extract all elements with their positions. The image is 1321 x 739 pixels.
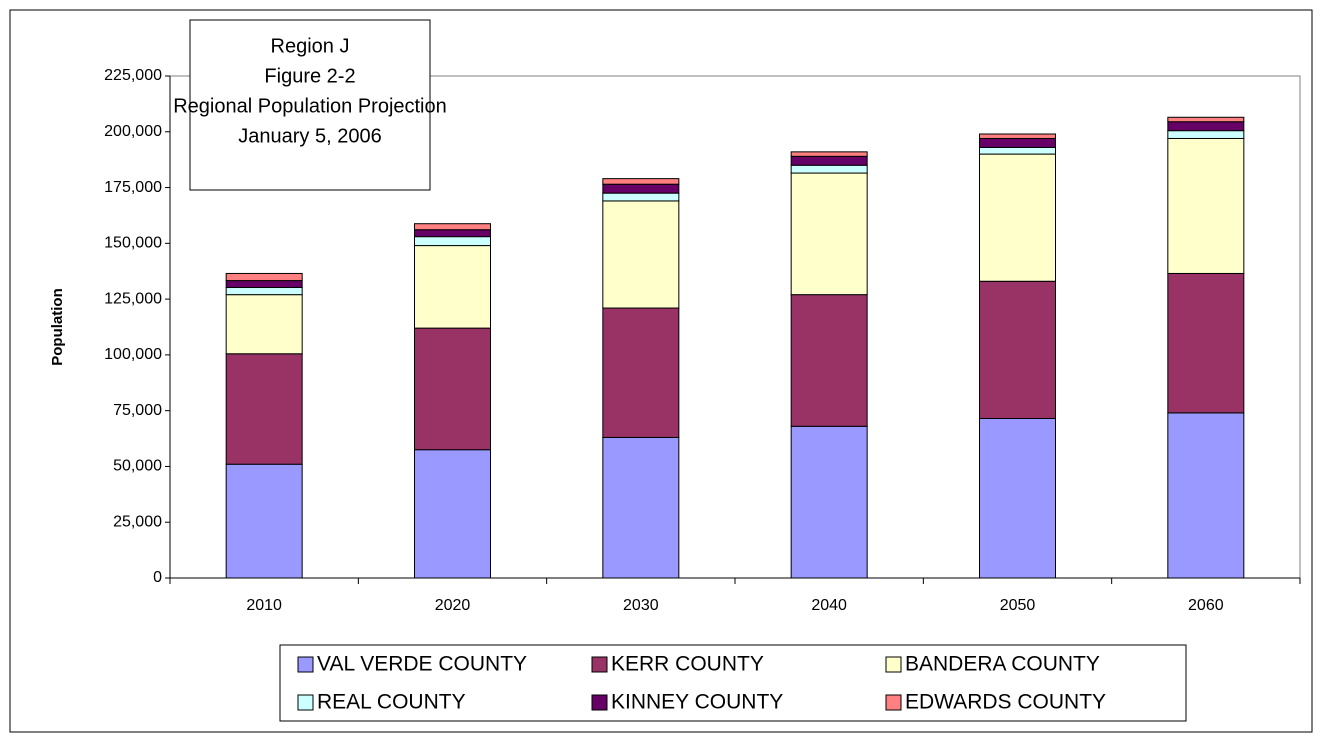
bar-segment (414, 229, 491, 238)
bar-segment (1167, 272, 1245, 414)
legend-swatch (591, 656, 608, 673)
legend-label: VAL VERDE COUNTY (317, 653, 527, 676)
x-tick-label: 2040 (811, 597, 847, 614)
bar-segment (602, 178, 680, 185)
bar-segment (1167, 412, 1245, 579)
y-tick-label: 150,000 (104, 235, 162, 252)
bar-segment (414, 236, 491, 247)
bar-segment (790, 294, 868, 427)
y-tick-label: 200,000 (104, 123, 162, 140)
bar-segment (414, 245, 491, 329)
bar-segment (979, 280, 1056, 419)
x-tick-label: 2010 (246, 597, 282, 614)
bar-segment (790, 425, 868, 579)
chart-title: January 5, 2006 (238, 125, 381, 147)
bar-segment (602, 192, 680, 202)
y-axis-label: Population (49, 288, 66, 366)
bar-segment (225, 287, 303, 296)
y-tick-label: 125,000 (104, 290, 162, 307)
legend-label: EDWARDS COUNTY (905, 691, 1106, 714)
bar-segment (979, 417, 1056, 579)
legend-label: KERR COUNTY (611, 653, 764, 676)
y-tick-label: 175,000 (104, 179, 162, 196)
chart-title: Regional Population Projection (173, 95, 447, 117)
y-tick-label: 100,000 (104, 346, 162, 363)
bar-segment (225, 280, 303, 289)
legend-swatch (885, 656, 902, 673)
bar-segment (414, 449, 491, 579)
bar-segment (1167, 130, 1245, 139)
x-tick-label: 2030 (623, 597, 659, 614)
legend-label: KINNEY COUNTY (611, 691, 783, 714)
bar-segment (225, 294, 303, 355)
legend-swatch (885, 694, 902, 711)
y-tick-label: 25,000 (113, 513, 162, 530)
bar-segment (790, 155, 868, 166)
bar-segment (1167, 116, 1245, 123)
bar-segment (414, 327, 491, 451)
x-tick-label: 2050 (1000, 597, 1036, 614)
x-tick-label: 2060 (1188, 597, 1224, 614)
bar-segment (225, 272, 303, 282)
title-box (189, 19, 431, 191)
y-tick-label: 0 (153, 569, 162, 586)
bar-segment (414, 223, 491, 231)
x-tick-label: 2020 (435, 597, 471, 614)
chart-title: Region J (271, 35, 350, 57)
legend-swatch (591, 694, 608, 711)
bar-segment (1167, 137, 1245, 274)
bar-segment (979, 133, 1056, 139)
legend-label: REAL COUNTY (317, 691, 466, 714)
y-tick-label: 75,000 (113, 402, 162, 419)
bar-segment (602, 200, 680, 309)
y-tick-label: 50,000 (113, 458, 162, 475)
legend-box (279, 644, 1187, 722)
legend-swatch (297, 656, 314, 673)
bar-segment (979, 137, 1056, 148)
bar-segment (602, 436, 680, 579)
bar-segment (979, 153, 1056, 282)
legend-swatch (297, 694, 314, 711)
bar-segment (979, 146, 1056, 155)
bar-segment (1167, 121, 1245, 132)
bar-segment (790, 151, 868, 157)
bar-segment (225, 463, 303, 579)
legend-label: BANDERA COUNTY (905, 653, 1100, 676)
bar-segment (790, 172, 868, 296)
bar-segment (602, 183, 680, 194)
bar-segment (225, 353, 303, 465)
bar-segment (790, 164, 868, 174)
y-tick-label: 225,000 (104, 67, 162, 84)
chart-title: Figure 2-2 (264, 65, 355, 87)
bar-segment (602, 307, 680, 438)
